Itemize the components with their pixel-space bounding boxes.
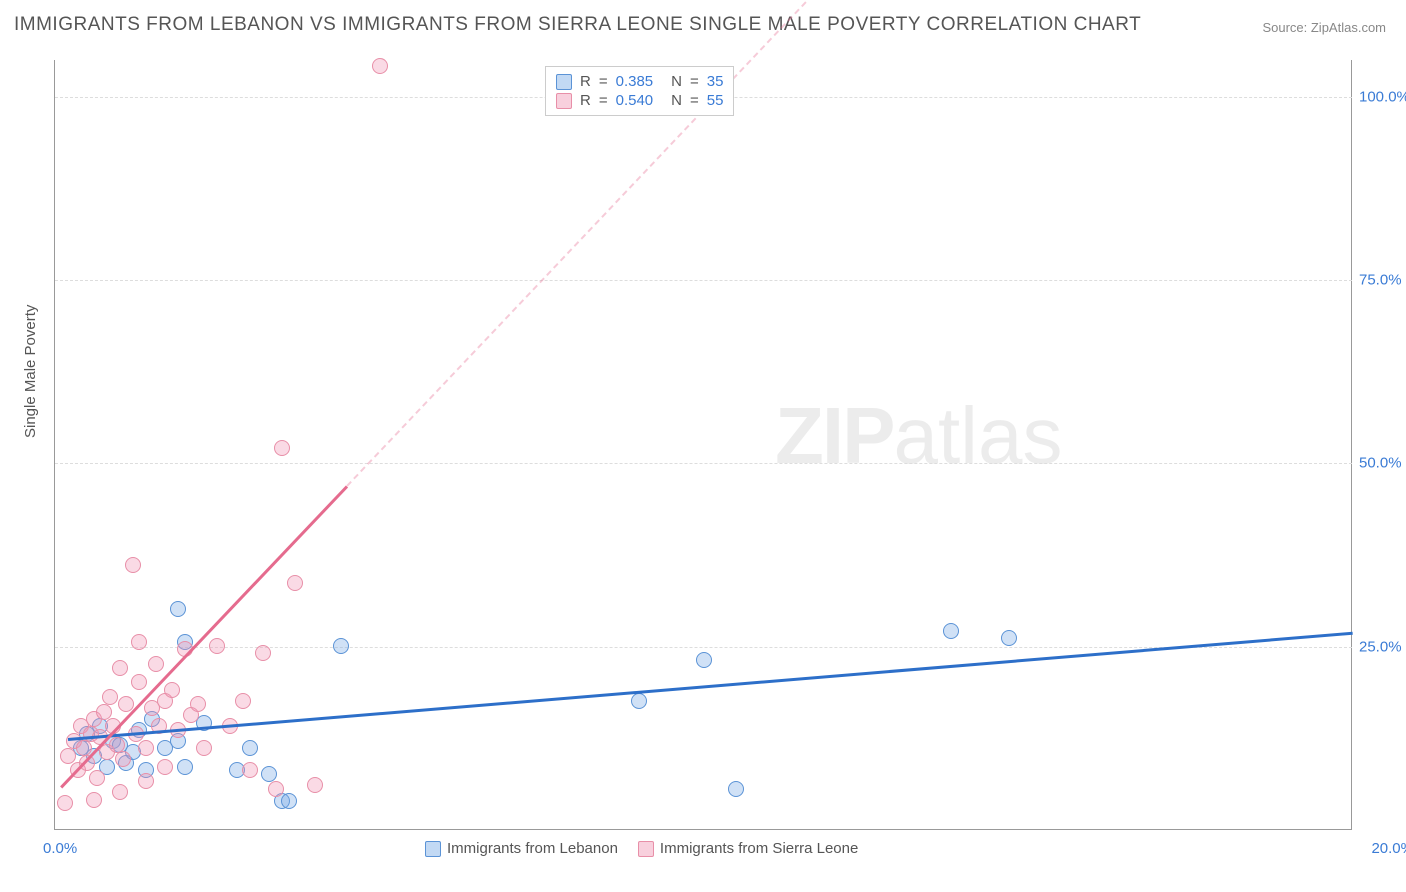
data-point [96, 704, 112, 720]
r-label-2: R [580, 92, 591, 109]
r-label: R [580, 73, 591, 90]
watermark: ZIPatlas [775, 390, 1062, 482]
data-point [138, 740, 154, 756]
data-point [333, 638, 349, 654]
gridline [55, 280, 1352, 281]
y-tick-label: 50.0% [1359, 455, 1406, 472]
eq-label-2: = [690, 73, 699, 90]
data-point [274, 440, 290, 456]
legend-label-sierra-leone: Immigrants from Sierra Leone [660, 840, 858, 857]
n-value-lebanon: 35 [707, 73, 724, 90]
x-tick-min: 0.0% [43, 840, 77, 857]
data-point [164, 682, 180, 698]
y-tick-label: 75.0% [1359, 272, 1406, 289]
swatch-blue-icon-2 [425, 841, 441, 857]
data-point [943, 623, 959, 639]
right-axis-border [1351, 60, 1353, 829]
data-point [131, 634, 147, 650]
r-value-lebanon: 0.385 [616, 73, 654, 90]
legend-item-lebanon: Immigrants from Lebanon [425, 840, 618, 857]
r-value-sierra-leone: 0.540 [616, 92, 654, 109]
data-point [696, 652, 712, 668]
n-value-sierra-leone: 55 [707, 92, 724, 109]
swatch-pink-icon-2 [638, 841, 654, 857]
legend-row-sierra-leone: R = 0.540 N = 55 [556, 92, 723, 109]
data-point [57, 795, 73, 811]
data-point [89, 770, 105, 786]
data-point [631, 693, 647, 709]
data-point [125, 557, 141, 573]
data-point [242, 762, 258, 778]
eq-label-4: = [690, 92, 699, 109]
data-point [190, 696, 206, 712]
data-point [102, 689, 118, 705]
y-axis-label: Single Male Poverty [22, 305, 39, 438]
data-point [261, 766, 277, 782]
swatch-pink-icon [556, 93, 572, 109]
chart-title: IMMIGRANTS FROM LEBANON VS IMMIGRANTS FR… [14, 14, 1141, 36]
data-point [372, 58, 388, 74]
legend-item-sierra-leone: Immigrants from Sierra Leone [638, 840, 858, 857]
data-point [131, 674, 147, 690]
eq-label-3: = [599, 92, 608, 109]
swatch-blue-icon [556, 74, 572, 90]
n-label-2: N [671, 92, 682, 109]
data-point [138, 773, 154, 789]
source-credit: Source: ZipAtlas.com [1262, 20, 1386, 35]
data-point [115, 751, 131, 767]
data-point [1001, 630, 1017, 646]
data-point [157, 759, 173, 775]
data-point [112, 784, 128, 800]
legend-label-lebanon: Immigrants from Lebanon [447, 840, 618, 857]
data-point [196, 740, 212, 756]
x-tick-max: 20.0% [1371, 840, 1406, 857]
data-point [235, 693, 251, 709]
data-point [287, 575, 303, 591]
legend-row-lebanon: R = 0.385 N = 35 [556, 73, 723, 90]
data-point [177, 759, 193, 775]
y-tick-label: 100.0% [1359, 88, 1406, 105]
y-tick-label: 25.0% [1359, 638, 1406, 655]
data-point [255, 645, 271, 661]
data-point [170, 601, 186, 617]
data-point [60, 748, 76, 764]
data-point [109, 737, 125, 753]
data-point [728, 781, 744, 797]
n-label: N [671, 73, 682, 90]
data-point [281, 793, 297, 809]
data-point [268, 781, 284, 797]
data-point [209, 638, 225, 654]
data-point [112, 660, 128, 676]
gridline [55, 463, 1352, 464]
data-point [148, 656, 164, 672]
correlation-legend: R = 0.385 N = 35 R = 0.540 N = 55 [545, 66, 734, 116]
eq-label: = [599, 73, 608, 90]
data-point [86, 792, 102, 808]
data-point [307, 777, 323, 793]
chart-plot-area: ZIPatlas 25.0%50.0%75.0%100.0% R = 0.385… [54, 60, 1352, 830]
data-point [242, 740, 258, 756]
series-legend: Immigrants from Lebanon Immigrants from … [425, 840, 858, 857]
